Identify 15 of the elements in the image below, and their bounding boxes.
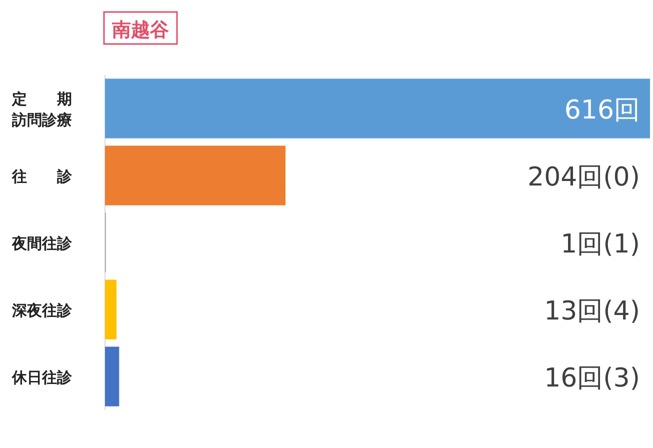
y-tick-label: 休日往診 [11, 368, 73, 386]
data-label: 13回(4) [544, 296, 640, 326]
data-label: 204回(0) [528, 162, 640, 192]
bar [105, 280, 116, 340]
chart-title: 南越谷 [111, 19, 170, 41]
y-tick-label: 往診 [11, 168, 73, 186]
y-tick-label: 深夜往診 [11, 302, 73, 320]
data-label: 1回(1) [560, 230, 640, 260]
y-tick-label: 夜間往診 [11, 234, 73, 252]
bar [105, 78, 650, 138]
bar [105, 146, 286, 206]
data-label: 16回(3) [544, 364, 640, 394]
y-tick-label: 定期訪問診療 [11, 90, 72, 129]
data-label: 616回 [564, 96, 640, 126]
bar [105, 346, 120, 406]
